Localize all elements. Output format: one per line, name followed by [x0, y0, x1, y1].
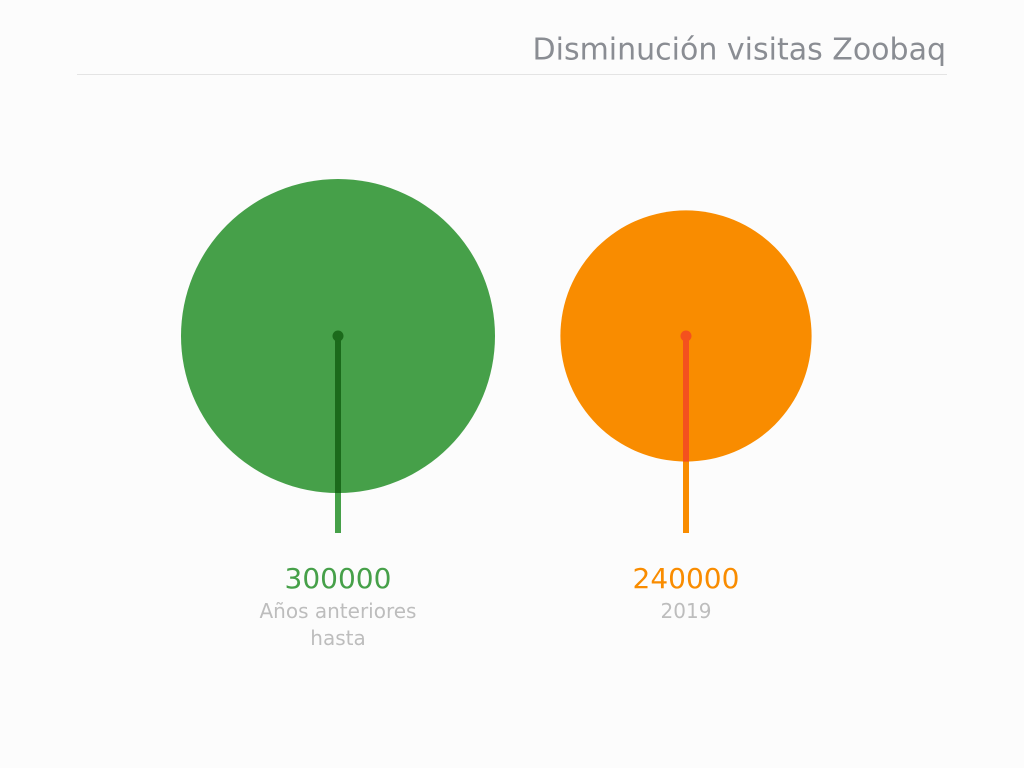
chart-title: Disminución visitas Zoobaq: [533, 33, 946, 68]
center-dot: [680, 330, 692, 342]
category-label: 2019: [660, 599, 712, 623]
center-dot: [332, 330, 344, 342]
category-label: Años anteriores hasta: [259, 599, 417, 650]
value-label: 240000: [632, 562, 740, 595]
value-label: 300000: [284, 562, 392, 595]
